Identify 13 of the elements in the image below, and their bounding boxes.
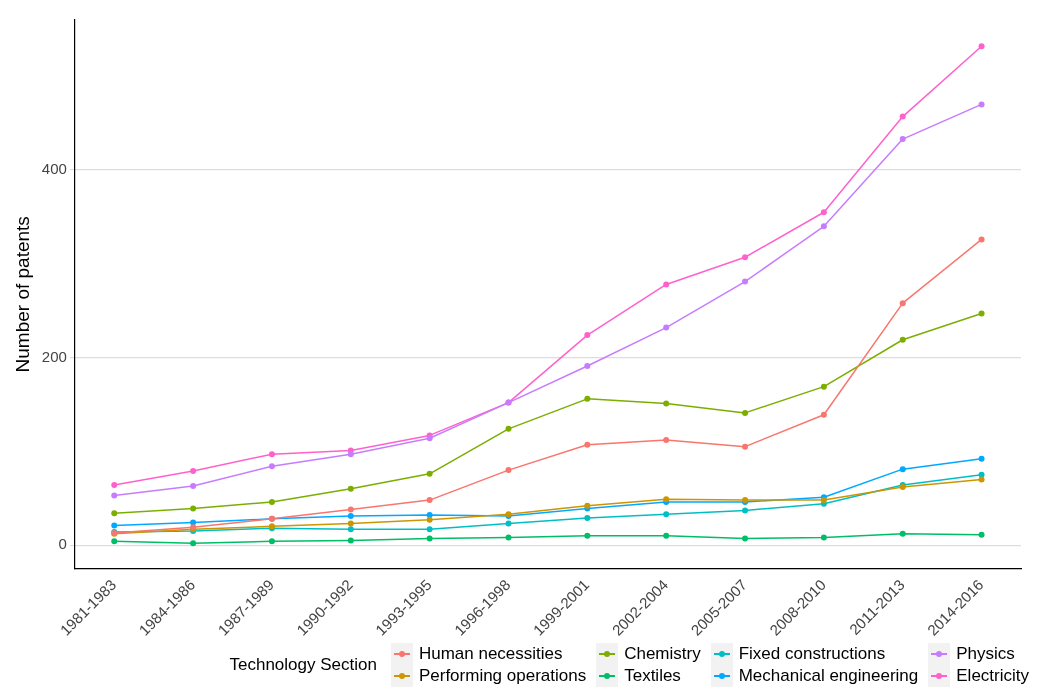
legend-label: Human necessities bbox=[418, 644, 563, 664]
legend-title: Technology Section bbox=[229, 655, 377, 675]
legend-label: Physics bbox=[956, 644, 1015, 664]
y-tick-label: 400 bbox=[41, 160, 67, 178]
legend-label: Chemistry bbox=[624, 644, 701, 664]
legend-label: Electricity bbox=[956, 666, 1029, 686]
legend-label: Mechanical engineering bbox=[738, 666, 919, 686]
y-tick-label: 200 bbox=[41, 347, 67, 365]
legend-label: Performing operations bbox=[418, 666, 587, 686]
y-tick-label: 0 bbox=[58, 535, 67, 553]
legend-label: Fixed constructions bbox=[738, 644, 886, 664]
legend-label: Textiles bbox=[624, 666, 681, 686]
y-axis-title: Number of patents bbox=[11, 216, 33, 373]
